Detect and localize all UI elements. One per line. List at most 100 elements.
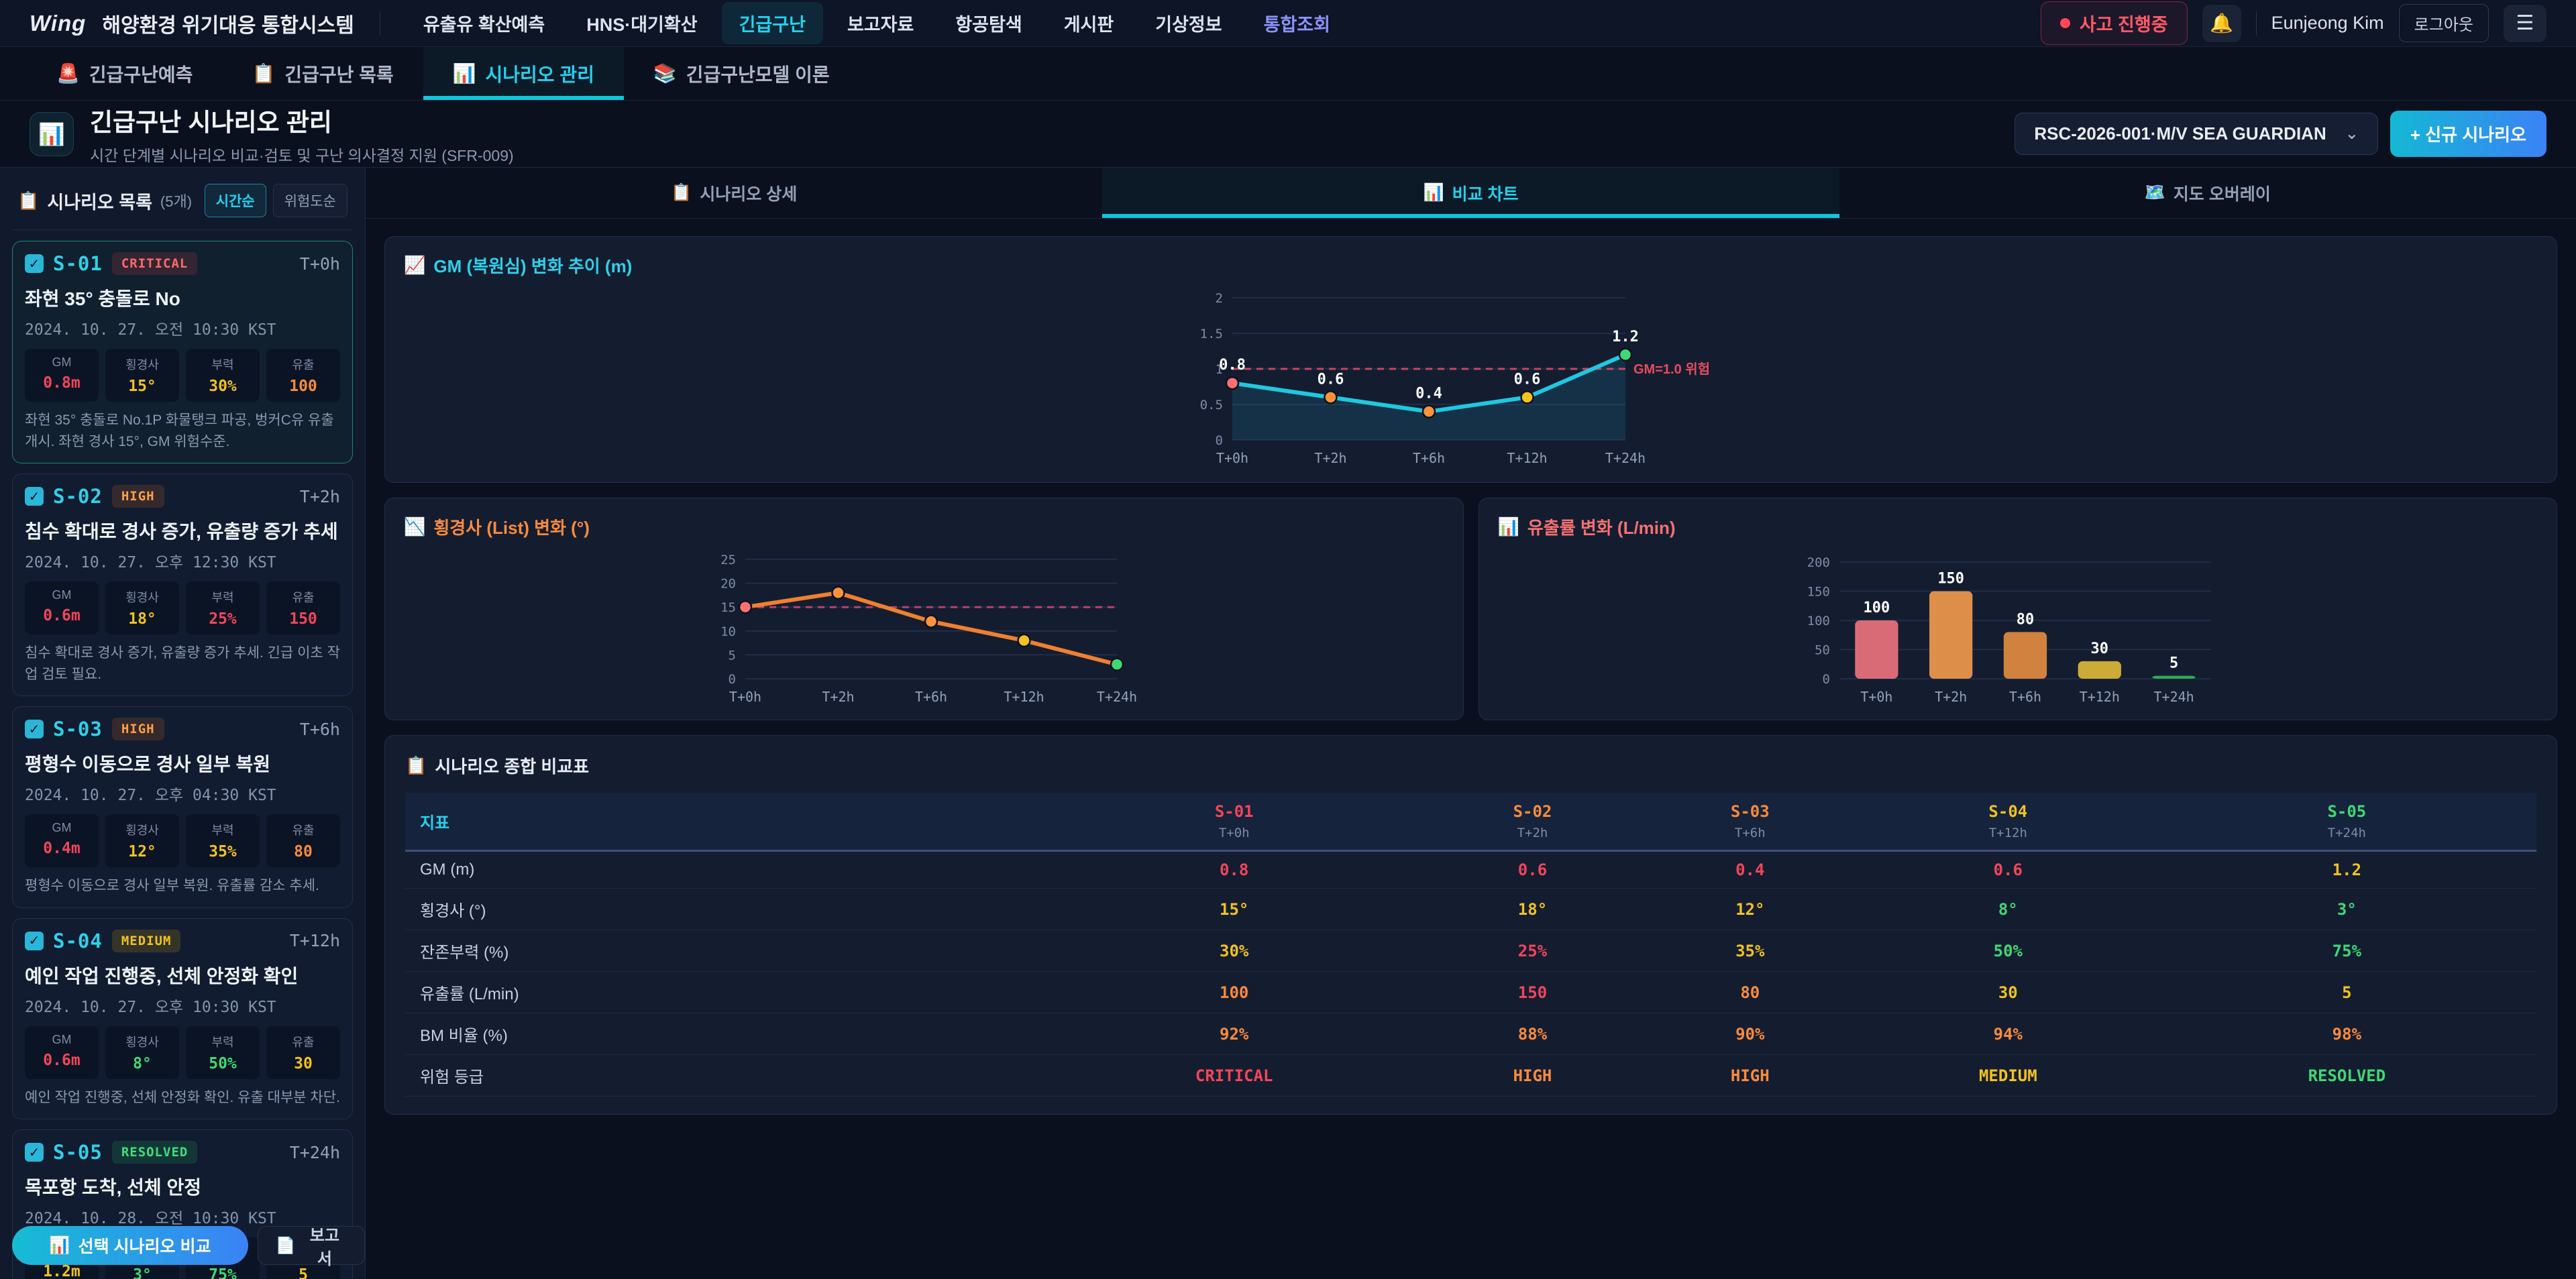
metrics-row: GM 0.8m 횡경사 15° 부력 30% 유출 100 [25,349,340,402]
topbar-right-divider [2255,11,2257,36]
scenario-sidebar: 📋 시나리오 목록 (5개) 시간순 위험도순 ✓ S-01 CRITICAL T+0… [0,168,366,1279]
svg-text:5: 5 [729,648,736,663]
scenario-card-S-01[interactable]: ✓ S-01 CRITICAL T+0h 좌현 35° 충돌로 No 2024. 10. … [12,241,353,463]
table-header-S-01: S-01 T+0h [1044,793,1424,852]
incident-status-badge: 사고 진행중 [2040,1,2188,45]
svg-text:T+24h: T+24h [2153,689,2194,705]
nav-item-통합조회[interactable]: 통합조회 [1263,15,1330,35]
nav-item-긴급구난[interactable]: 긴급구난 [721,2,823,44]
scenario-card-header: ✓ S-05 RESOLVED T+24h [25,1141,340,1164]
svg-text:0.6: 0.6 [1317,371,1344,388]
time-offset: T+12h [289,931,340,950]
metric-box-부력: 부력 35% [186,814,260,867]
main-tab-비교 차트[interactable]: 📊 비교 차트 [1102,168,1839,218]
sort-buttons: 시간순 위험도순 [204,184,347,217]
svg-text:0.5: 0.5 [1199,398,1222,412]
scenario-checkbox[interactable]: ✓ [25,254,44,273]
nav-item-보고자료[interactable]: 보고자료 [847,15,914,35]
bar-chart-icon: 📊 [38,121,65,146]
notifications-button[interactable]: 🔔 [2202,4,2241,42]
scenario-checkbox[interactable]: ✓ [25,1143,44,1162]
row-value: RESOLVED [2157,1054,2536,1097]
gm-chart-title: 📈 GM (복원심) 변화 추이 (m) [404,253,2538,278]
content: 📋 시나리오 목록 (5개) 시간순 위험도순 ✓ S-01 CRITICAL T+0… [0,167,2576,1279]
row-value: 8° [1858,888,2157,930]
page-subtitle: 시간 단계별 시나리오 비교·검토 및 구난 의사결정 지원 (SFR-009) [90,147,514,164]
subtab-시나리오 관리[interactable]: 📊 시나리오 관리 [423,47,624,100]
report-button-label: 보고서 [309,1227,339,1268]
scenario-datetime: 2024. 10. 27. 오후 04:30 KST [25,787,276,804]
page-header-text: 긴급구난 시나리오 관리 시간 단계별 시나리오 비교·검토 및 구난 의사결정… [90,102,514,166]
svg-text:T+0h: T+0h [729,689,761,705]
new-scenario-button[interactable]: + 신규 시나리오 [2390,111,2546,157]
scenario-card-header: ✓ S-02 HIGH T+2h [25,485,340,508]
comparison-table-title-text: 시나리오 종합 비교표 [435,757,590,777]
svg-text:T+0h: T+0h [1216,450,1248,466]
main-tab-icon: 📊 [1423,183,1444,202]
page-header-actions: RSC-2026-001·M/V SEA GUARDIAN ⌄ + 신규 시나리… [2015,111,2546,157]
risk-badge: HIGH [111,718,164,740]
scenario-title: 침수 확대로 경사 증가, 유출량 증가 추세 [25,521,338,542]
metric-box-횡경사: 횡경사 15° [105,349,179,402]
list-chart-title: 📉 횡경사 (List) 변화 (°) [404,514,1444,539]
nav-item-유출유 확산예측[interactable]: 유출유 확산예측 [423,15,545,35]
hamburger-icon: ☰ [2516,12,2534,34]
table-header-S-05: S-05 T+24h [2157,793,2536,852]
row-value: 50% [1858,930,2157,972]
logout-button[interactable]: 로그아웃 [2398,4,2489,42]
row-metric-label: GM (m) [405,850,1045,889]
main-tab-icon: 🗺️ [2144,183,2165,202]
svg-text:20: 20 [720,577,736,592]
nav-item-기상정보[interactable]: 기상정보 [1155,15,1222,35]
list-angle-panel: 📉 횡경사 (List) 변화 (°) 0 5 10 15 20 25 T+0h T+2h T+… [384,498,1464,720]
nav-item-게시판[interactable]: 게시판 [1063,15,1114,35]
subtab-icon: 🚨 [56,63,80,84]
sort-by-risk-button[interactable]: 위험도순 [272,184,347,217]
scenario-card-S-02[interactable]: ✓ S-02 HIGH T+2h 침수 확대로 경사 증가, 유출량 증가 추세 2024… [12,474,353,696]
sort-by-time-button[interactable]: 시간순 [204,184,266,217]
metric-label: 횡경사 [125,1035,159,1049]
row-value: 3° [2157,888,2536,930]
subtab-긴급구난예측[interactable]: 🚨 긴급구난예측 [27,47,222,100]
app-logo: Wing [30,10,87,36]
table-row: 위험 등급 CRITICAL HIGH HIGH MEDIUM RESOLVED [405,1054,2536,1097]
time-offset: T+6h [299,719,340,739]
svg-text:10: 10 [720,624,736,639]
metric-box-GM: GM 0.8m [25,349,99,402]
main-tab-지도 오버레이[interactable]: 🗺️ 지도 오버레이 [1839,168,2576,218]
svg-text:150: 150 [1807,585,1829,600]
subtab-긴급구난모델 이론[interactable]: 📚 긴급구난모델 이론 [624,47,859,100]
scenario-card-S-04[interactable]: ✓ S-04 MEDIUM T+12h 예인 작업 진행중, 선체 안정화 확인 2024… [12,917,353,1119]
nav-item-항공탐색[interactable]: 항공탐색 [955,15,1022,35]
svg-text:0.8: 0.8 [1219,357,1246,374]
charts-row: 📉 횡경사 (List) 변화 (°) 0 5 10 15 20 25 T+0h T+2h T+… [384,498,2557,720]
page-title: 긴급구난 시나리오 관리 [90,109,332,136]
scenario-checkbox[interactable]: ✓ [25,487,44,506]
scenario-card-S-03[interactable]: ✓ S-03 HIGH T+6h 평형수 이동으로 경사 일부 복원 2024. 10. … [12,706,353,908]
metric-value: 80 [294,843,313,860]
metric-label: GM [52,355,72,369]
scenario-checkbox[interactable]: ✓ [25,720,44,738]
subtab-긴급구난 목록[interactable]: 📋 긴급구난 목록 [222,47,423,100]
row-metric-label: 잔존부력 (%) [405,930,1045,972]
list-chart-wrap: 0 5 10 15 20 25 T+0h T+2h T+6h T+12h T+24h [404,539,1444,707]
metric-value: 75% [209,1266,237,1279]
spill-chart-title-text: 유출률 변화 (L/min) [1527,518,1676,538]
compare-scenarios-button[interactable]: 📊 선택 시나리오 비교 [12,1226,248,1265]
bell-icon: 🔔 [2210,13,2233,34]
row-value: 15° [1044,888,1424,930]
metric-value: 5 [299,1266,308,1279]
table-header-S-04: S-04 T+12h [1858,793,2157,852]
username: Eunjeong Kim [2271,13,2384,33]
svg-text:T+12h: T+12h [2079,689,2119,705]
main-tab-시나리오 상세[interactable]: 📋 시나리오 상세 [366,168,1102,218]
scenario-checkbox[interactable]: ✓ [25,931,44,950]
hamburger-menu-button[interactable]: ☰ [2504,4,2546,42]
comparison-table-body: GM (m) 0.8 0.6 0.4 0.6 1.2 횡경사 (°) 15° 18° 12° 8° 3… [405,850,2536,1097]
metric-value: 15° [128,378,156,395]
metric-value: 150 [289,610,317,628]
report-button[interactable]: 📄 보고서 [257,1226,365,1268]
case-select-dropdown[interactable]: RSC-2026-001·M/V SEA GUARDIAN ⌄ [2015,113,2378,155]
subtab-icon: 📚 [653,63,677,84]
nav-item-HNS·대기확산[interactable]: HNS·대기확산 [586,15,698,35]
